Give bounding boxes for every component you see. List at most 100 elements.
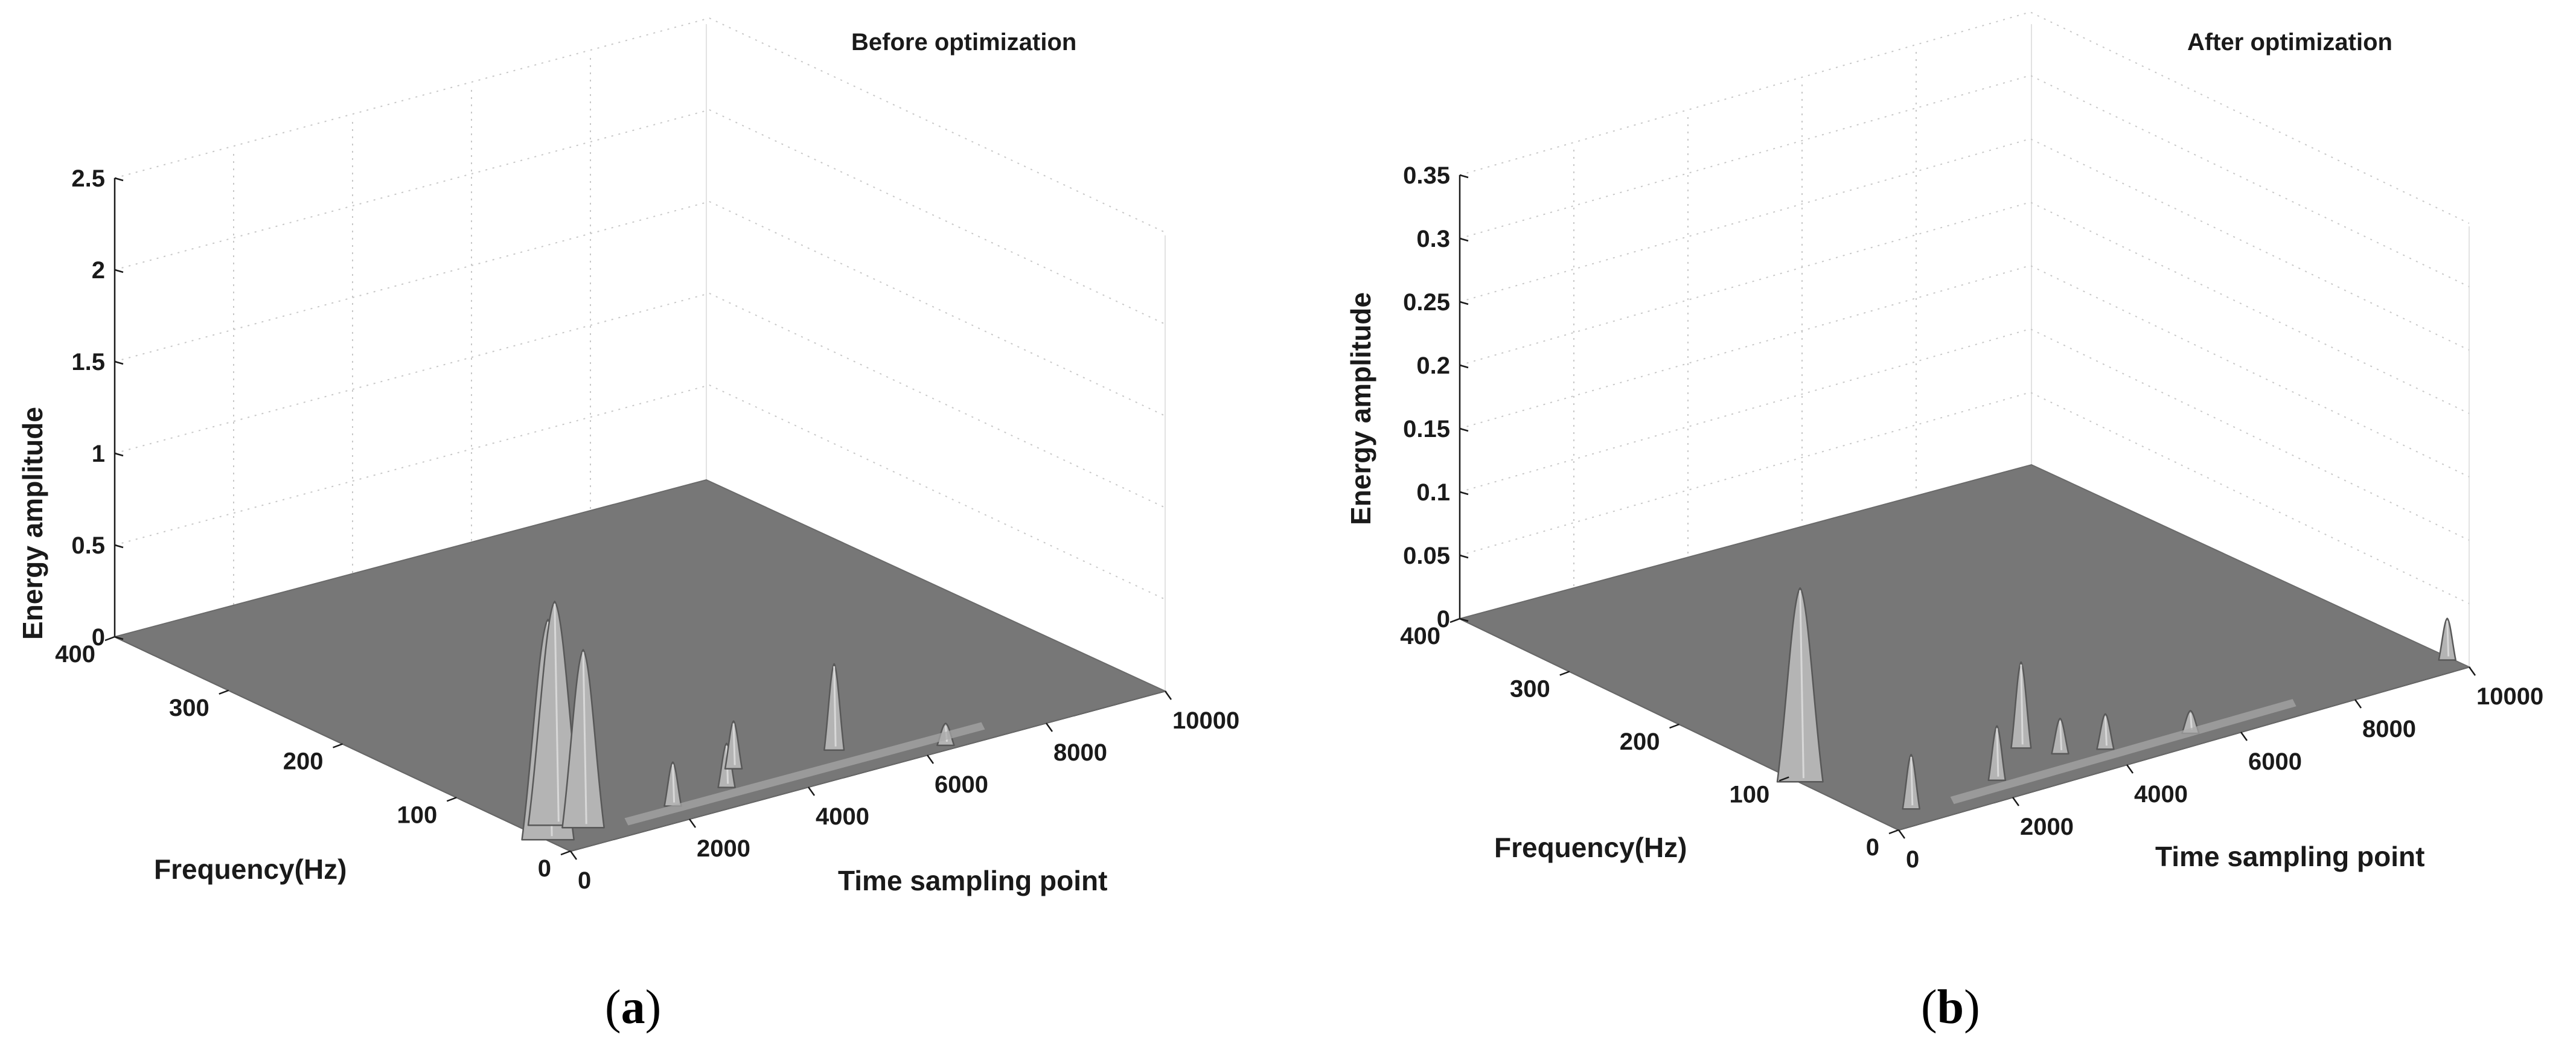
x-tick-mark — [2126, 764, 2134, 774]
z-tick-label: 1.5 — [71, 349, 105, 375]
surface-peak — [1776, 587, 1824, 783]
z-tick-mark — [114, 269, 124, 273]
x-tick-mark — [2240, 732, 2248, 741]
surface-near-band — [1950, 699, 2296, 805]
x-tick-label: 2000 — [697, 835, 750, 862]
z-tick-mark — [1459, 237, 1469, 242]
z-gridline — [114, 109, 1166, 325]
panel-b-gridlines — [1459, 11, 2470, 667]
z-tick-label: 0.15 — [1403, 416, 1450, 442]
x-tick-mark — [688, 818, 697, 828]
panel-after-optimization: 00.050.10.150.20.250.30.3501002003004000… — [1345, 11, 2543, 1034]
z-tick-mark — [1459, 617, 1469, 622]
z-tick-mark — [114, 360, 124, 365]
x-tick-mark — [1897, 829, 1906, 839]
x-tick-mark — [569, 850, 578, 860]
surface-peak-highlight — [2104, 716, 2108, 746]
surface-peak-highlight — [554, 604, 560, 822]
z-tick-mark — [114, 177, 124, 182]
panel-a-gridlines — [114, 17, 1166, 691]
y-tick-mark — [219, 689, 229, 695]
z-tick-mark — [1459, 174, 1469, 179]
surface-near-band — [624, 722, 985, 826]
y-tick-mark — [560, 850, 571, 856]
x-tick-label: 4000 — [2134, 781, 2188, 808]
x-tick-mark — [1164, 691, 1172, 700]
x-tick-label: 2000 — [2020, 814, 2074, 840]
z-tick-mark — [114, 452, 124, 457]
surface-peak-highlight — [1910, 757, 1914, 806]
panel-a-zlabel: Energy amplitude — [17, 407, 48, 640]
y-tick-label: 0 — [1866, 834, 1879, 861]
surface-peak-highlight — [2189, 713, 2193, 730]
x-tick-label: 10000 — [1172, 707, 1239, 734]
z-tick-mark — [1459, 301, 1469, 305]
z-tick-mark — [114, 636, 124, 640]
x-tick-label: 6000 — [2248, 748, 2302, 775]
panel-b-surface — [1458, 464, 2471, 831]
x-tick-label: 8000 — [1053, 739, 1107, 766]
x-tick-mark — [807, 786, 816, 796]
y-tick-mark — [1888, 829, 1899, 835]
x-tick-mark — [2468, 666, 2476, 676]
surface-peak-highlight — [732, 723, 736, 765]
z-gridline — [114, 384, 1166, 600]
z-tick-label: 0 — [92, 624, 105, 651]
x-tick-label: 10000 — [2476, 683, 2543, 710]
z-tick-mark — [1459, 554, 1469, 559]
z-tick-label: 0.25 — [1403, 289, 1450, 316]
x-tick-mark — [926, 754, 935, 764]
z-tick-label: 0.5 — [71, 532, 105, 559]
y-tick-mark — [104, 636, 115, 642]
x-tick-label: 6000 — [935, 771, 988, 798]
x-tick-mark — [2012, 797, 2020, 806]
panel-a-surface — [113, 479, 1167, 852]
surface-peak-highlight — [2059, 721, 2063, 750]
z-tick-label: 0.05 — [1403, 543, 1450, 569]
panel-b-ylabel: Frequency(Hz) — [1494, 832, 1687, 863]
y-tick-label: 400 — [55, 641, 95, 668]
z-tick-label: 0.2 — [1416, 352, 1450, 379]
y-tick-label: 100 — [397, 802, 438, 828]
z-tick-label: 2.5 — [71, 165, 105, 192]
y-tick-mark — [446, 797, 457, 802]
surface-peak-highlight — [1996, 728, 1999, 777]
surface-peak-highlight — [672, 764, 676, 803]
x-tick-label: 0 — [1906, 846, 1919, 873]
x-tick-label: 8000 — [2362, 716, 2416, 742]
y-tick-mark — [1449, 617, 1460, 624]
z-tick-label: 2 — [92, 257, 105, 284]
x-tick-label: 4000 — [816, 803, 869, 830]
panel-a-ylabel: Frequency(Hz) — [154, 853, 347, 885]
z-tick-label: 0.35 — [1403, 162, 1450, 189]
y-tick-label: 300 — [1510, 676, 1550, 703]
z-tick-mark — [1459, 427, 1469, 432]
panel-b-ticks: 00.050.10.150.20.250.30.3501002003004000… — [1400, 162, 2543, 873]
panel-a-title: Before optimization — [851, 29, 1076, 56]
z-tick-label: 0.1 — [1416, 479, 1450, 506]
z-tick-mark — [1459, 364, 1469, 369]
panel-b-xlabel: Time sampling point — [2155, 841, 2424, 872]
z-tick-label: 0 — [1437, 606, 1450, 633]
y-tick-label: 400 — [1400, 623, 1440, 649]
x-tick-mark — [2354, 699, 2362, 709]
y-tick-mark — [1559, 671, 1570, 676]
y-tick-mark — [333, 743, 343, 748]
y-tick-label: 200 — [283, 748, 324, 775]
y-tick-label: 200 — [1620, 729, 1660, 755]
z-tick-mark — [1459, 491, 1469, 496]
panel-a-label: (a) — [605, 981, 661, 1034]
z-gridline — [114, 200, 1166, 416]
z-gridline — [114, 292, 1166, 508]
y-tick-label: 0 — [538, 855, 551, 882]
y-tick-mark — [1779, 776, 1789, 782]
x-tick-mark — [1045, 722, 1053, 732]
panel-b-title: After optimization — [2187, 29, 2392, 56]
panel-a-ticks: 00.511.522.50100200300400020004000600080… — [55, 165, 1239, 894]
y-tick-label: 300 — [169, 695, 209, 721]
panel-b-zlabel: Energy amplitude — [1345, 292, 1376, 525]
surface-peak-highlight — [1799, 590, 1804, 779]
z-tick-label: 1 — [92, 441, 105, 467]
surface-peak-highlight — [582, 652, 587, 825]
